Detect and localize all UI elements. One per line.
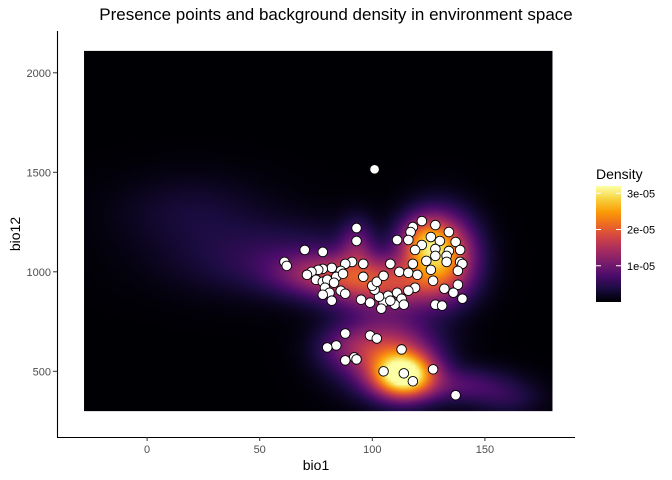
presence-point [331, 340, 342, 351]
x-tick-label: 50 [254, 444, 266, 456]
y-axis: 500 1000 1500 2000 bio12 [7, 31, 59, 437]
presence-point [371, 333, 383, 344]
presence-point [281, 260, 292, 272]
legend-tick-label: 2e-05 [627, 225, 655, 237]
presence-point [439, 283, 450, 294]
x-tick-label: 0 [144, 444, 150, 456]
y-tick-label: 500 [33, 366, 51, 378]
x-axis-ticks: 0 50 100 150 [144, 437, 494, 456]
presence-point [452, 265, 464, 277]
legend: Density 3e-05 2e-05 1e-05 [596, 166, 655, 302]
presence-point [351, 222, 362, 234]
presence-point [436, 300, 448, 311]
presence-point [391, 234, 403, 246]
presence-point [425, 231, 437, 243]
presence-point [441, 256, 452, 268]
legend-title: Density [596, 166, 643, 182]
presence-point [454, 244, 466, 256]
presence-point [358, 271, 369, 283]
x-axis-title: bio1 [303, 457, 330, 473]
y-tick-label: 1000 [27, 267, 51, 279]
presence-point [409, 244, 421, 256]
presence-point [326, 262, 338, 274]
legend-tick-label: 3e-05 [627, 188, 655, 200]
presence-point [430, 219, 441, 231]
legend-tick-label: 1e-05 [627, 261, 655, 273]
presence-point [416, 215, 428, 227]
presence-point [364, 297, 376, 308]
presence-point [407, 258, 419, 270]
presence-points [279, 164, 468, 401]
presence-point [301, 269, 313, 281]
presence-point [407, 376, 419, 387]
presence-point [317, 289, 329, 300]
y-tick-label: 1500 [27, 167, 51, 179]
presence-point [398, 299, 410, 310]
presence-point [378, 270, 389, 282]
presence-point [322, 342, 333, 353]
presence-point [394, 266, 405, 278]
presence-point [421, 255, 432, 267]
presence-point [328, 277, 340, 289]
presence-point [403, 234, 414, 246]
presence-point [398, 368, 410, 379]
presence-point [355, 294, 367, 305]
presence-point [358, 258, 369, 270]
presence-point [351, 235, 362, 247]
presence-point [369, 164, 380, 175]
presence-point [317, 246, 329, 258]
y-axis-title: bio12 [7, 217, 23, 251]
legend-ticks: 3e-05 2e-05 1e-05 [596, 188, 655, 273]
presence-point [385, 258, 396, 270]
presence-point [450, 389, 461, 401]
chart-title: Presence points and background density i… [99, 5, 572, 24]
presence-point [340, 328, 351, 339]
presence-point [371, 276, 383, 288]
x-tick-label: 100 [363, 444, 381, 456]
presence-point [448, 287, 459, 298]
presence-point [450, 236, 461, 248]
presence-point [427, 275, 439, 287]
presence-point [425, 264, 437, 276]
presence-point [457, 293, 468, 304]
presence-point [385, 295, 396, 306]
presence-point [340, 355, 351, 366]
presence-point [396, 344, 407, 355]
presence-point [412, 269, 423, 281]
presence-point [351, 354, 362, 365]
legend-colorbar [596, 186, 621, 302]
presence-point [376, 303, 387, 314]
presence-point [427, 364, 439, 375]
presence-point [378, 366, 389, 377]
presence-point [299, 244, 310, 256]
presence-point [340, 288, 351, 299]
density-heatmap [84, 50, 553, 412]
presence-point [452, 279, 464, 291]
x-tick-label: 150 [476, 444, 494, 456]
plot-panel [84, 50, 553, 412]
x-axis: 0 50 100 150 bio1 [57, 436, 575, 473]
presence-point [434, 235, 446, 247]
y-axis-ticks: 500 1000 1500 2000 [27, 68, 57, 378]
presence-point [403, 267, 414, 279]
presence-point [326, 295, 338, 306]
y-tick-label: 2000 [27, 68, 51, 80]
presence-point [430, 250, 441, 262]
presence-point [403, 285, 414, 296]
presence-point [443, 226, 455, 238]
presence-point [337, 268, 349, 280]
